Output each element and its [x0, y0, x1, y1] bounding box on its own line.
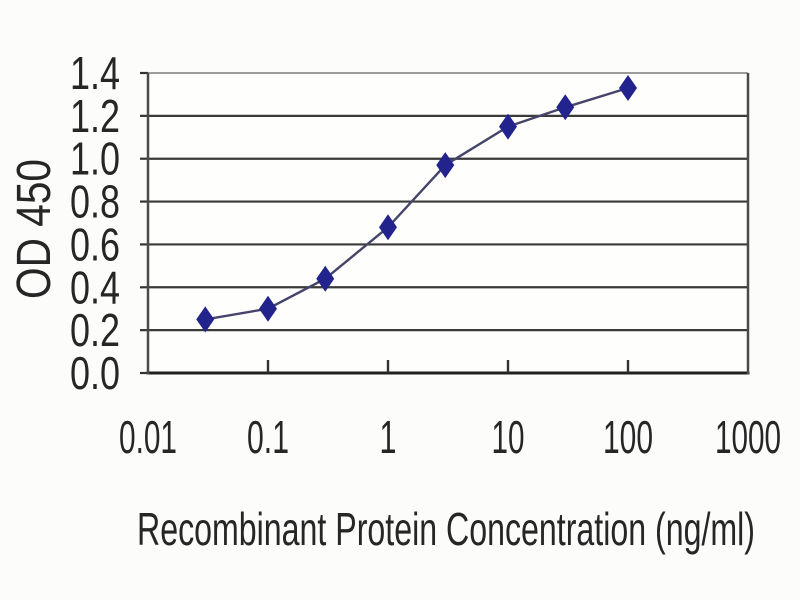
y-tick-label: 0.2 — [70, 304, 120, 356]
x-tick-label: 10 — [492, 411, 525, 463]
y-tick-label: 0.6 — [70, 218, 120, 270]
data-point-marker — [556, 94, 575, 121]
data-point-marker — [436, 152, 455, 179]
y-tick-label: 0.0 — [70, 347, 120, 399]
x-tick-label: 0.1 — [247, 411, 289, 463]
data-point-marker — [619, 75, 637, 101]
x-tick-label: 0.01 — [119, 411, 177, 463]
x-tick-label: 1000 — [715, 411, 781, 463]
y-tick-label: 0.4 — [70, 261, 120, 313]
y-tick-label: 1.0 — [70, 133, 120, 185]
y-axis-title: OD 450 — [8, 159, 61, 299]
data-line — [205, 86, 629, 321]
data-point-marker — [379, 214, 397, 241]
x-axis-title: Recombinant Protein Concentration (ng/ml… — [137, 503, 755, 555]
data-point-marker — [196, 306, 215, 333]
data-point-marker — [259, 295, 277, 322]
y-tick-label: 1.2 — [70, 90, 120, 142]
x-tick-label: 1 — [380, 411, 397, 463]
data-point-marker — [499, 113, 517, 140]
plot-area — [148, 73, 748, 373]
y-tick-label: 0.8 — [70, 176, 120, 228]
y-tick-label: 1.4 — [70, 47, 120, 99]
data-point-marker — [316, 265, 335, 292]
x-tick-label: 100 — [603, 411, 653, 463]
